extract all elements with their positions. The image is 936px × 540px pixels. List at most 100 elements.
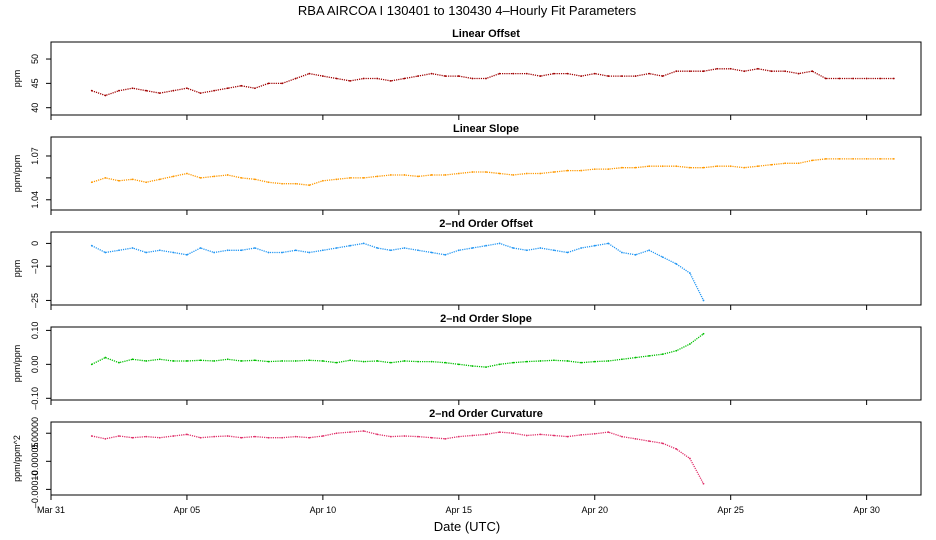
data-point <box>498 172 501 175</box>
y-tick-label: 0.00000 <box>30 417 40 450</box>
data-point <box>226 358 229 361</box>
data-point <box>199 436 202 439</box>
data-point <box>485 433 487 436</box>
data-point <box>403 174 406 176</box>
data-point <box>865 77 868 80</box>
data-point <box>485 366 487 368</box>
data-point <box>457 435 460 438</box>
data-point <box>254 359 256 362</box>
data-point <box>444 361 447 364</box>
x-tick-label: Apr 20 <box>581 505 608 515</box>
data-point <box>648 440 651 442</box>
data-point <box>240 176 243 179</box>
data-point <box>702 332 705 335</box>
data-point <box>539 75 542 77</box>
data-point <box>553 72 555 75</box>
data-point <box>389 174 392 176</box>
data-point <box>172 435 175 437</box>
data-point <box>294 435 297 438</box>
data-point <box>444 75 447 77</box>
data-point <box>335 178 338 181</box>
data-point <box>321 435 324 437</box>
data-point <box>362 77 365 80</box>
data-point <box>607 75 610 77</box>
data-point <box>444 174 447 176</box>
data-point <box>471 171 474 173</box>
data-point <box>308 184 311 187</box>
y-tick-label: 50 <box>30 54 40 64</box>
y-tick-label: 0 <box>30 241 40 246</box>
data-point <box>145 360 148 362</box>
data-point <box>485 77 487 80</box>
data-point <box>634 253 637 256</box>
data-point <box>417 175 419 178</box>
plot-frame <box>50 421 922 496</box>
data-point <box>172 251 175 254</box>
data-point <box>471 77 474 80</box>
data-point <box>661 75 664 77</box>
data-point <box>145 181 148 184</box>
data-point <box>580 169 583 172</box>
data-point <box>104 437 107 440</box>
data-point <box>389 361 392 364</box>
panel-3: 2–nd Order Offset ppm 0 –10 –25 <box>12 218 922 310</box>
data-point <box>186 87 188 90</box>
data-point <box>485 244 487 247</box>
data-point <box>566 360 569 362</box>
data-point <box>621 358 623 361</box>
data-point <box>457 172 460 175</box>
data-point <box>457 363 460 366</box>
data-point <box>716 165 718 168</box>
data-point <box>743 70 746 73</box>
panel-1: Linear Offset ppm 40 45 50 <box>12 28 922 120</box>
series-line <box>91 158 894 186</box>
data-point <box>498 242 501 245</box>
data-point <box>362 176 365 179</box>
data-point <box>213 360 216 362</box>
panel-title: Linear Slope <box>453 123 519 135</box>
data-point <box>131 436 134 439</box>
data-point <box>172 175 175 178</box>
data-point <box>131 178 134 181</box>
data-point <box>811 159 814 162</box>
data-point <box>580 75 583 77</box>
data-point <box>756 67 759 70</box>
data-point <box>362 430 365 432</box>
data-point <box>417 435 419 438</box>
data-point <box>444 437 447 440</box>
data-point <box>689 70 691 73</box>
data-point <box>580 361 583 364</box>
data-point <box>403 77 406 80</box>
plot-frame <box>50 41 922 116</box>
data-point <box>131 358 134 361</box>
data-point <box>417 360 419 363</box>
data-point <box>824 77 827 80</box>
data-point <box>321 360 324 362</box>
y-tick-label: 40 <box>30 103 40 113</box>
data-point <box>702 166 705 169</box>
plot-frame <box>50 326 922 401</box>
data-point <box>553 434 555 437</box>
data-point <box>267 360 270 363</box>
data-point <box>349 244 351 247</box>
data-point <box>879 158 882 160</box>
x-tick-label: Apr 15 <box>446 505 473 515</box>
data-point <box>403 360 406 362</box>
data-point <box>648 249 651 252</box>
data-point <box>689 272 691 274</box>
series-line <box>91 333 704 368</box>
panel-2: Linear Slope ppm/ppm 1.04 1.07 <box>12 123 922 215</box>
data-point <box>566 169 569 172</box>
data-point <box>158 358 161 361</box>
data-point <box>254 178 256 181</box>
panel-title: Linear Offset <box>452 28 520 40</box>
data-point <box>349 431 351 434</box>
y-axis-label: ppm/ppm^2 <box>12 435 22 482</box>
data-point <box>254 247 256 249</box>
data-point <box>226 174 229 176</box>
data-point <box>621 166 623 169</box>
data-point <box>281 436 283 439</box>
data-point <box>539 433 542 436</box>
y-tick-label: 0.00 <box>30 356 40 374</box>
